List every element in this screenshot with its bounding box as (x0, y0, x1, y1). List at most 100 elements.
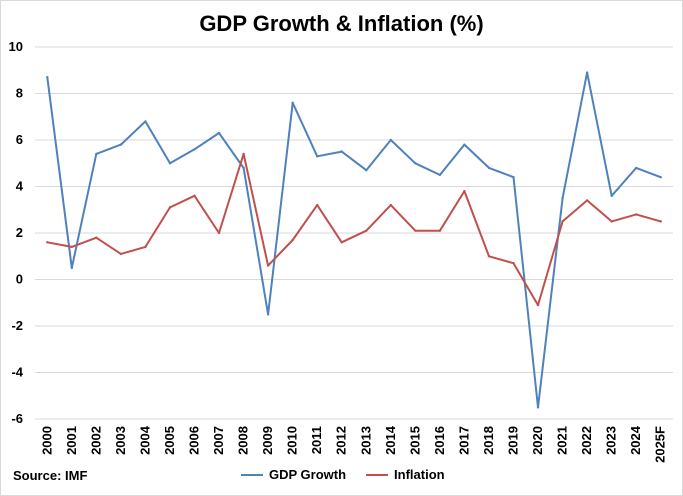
data-point (659, 220, 662, 223)
data-point (659, 176, 662, 179)
legend-item: Inflation (366, 467, 445, 482)
y-tick-label: -2 (11, 318, 23, 333)
x-tick-label: 2010 (285, 426, 300, 455)
x-tick-label: 2007 (211, 426, 226, 455)
x-tick-label: 2012 (334, 426, 349, 455)
data-point (168, 206, 172, 209)
data-point (585, 199, 589, 202)
legend-item: GDP Growth (241, 467, 346, 482)
data-point (414, 229, 417, 232)
data-point (217, 131, 221, 135)
data-point (585, 71, 589, 74)
data-point (266, 264, 270, 267)
data-point (119, 143, 123, 146)
data-point (634, 213, 638, 216)
x-tick-label: 2019 (506, 426, 521, 455)
data-point (70, 266, 74, 270)
series-line-gdp-growth (46, 71, 662, 409)
data-point (340, 241, 343, 244)
x-tick-label: 2017 (456, 426, 471, 455)
chart-legend: GDP Growth Inflation (241, 467, 445, 482)
data-point (536, 406, 540, 409)
data-point (561, 220, 564, 223)
data-point (463, 143, 466, 146)
x-tick-label: 2023 (604, 426, 619, 455)
x-tick-label: 2006 (187, 426, 202, 455)
data-point (291, 101, 294, 105)
x-tick-label: 2013 (358, 426, 373, 455)
data-point (95, 236, 98, 239)
data-point (70, 245, 74, 249)
x-tick-label: 2002 (88, 426, 103, 455)
data-point (315, 203, 319, 207)
x-tick-label: 2015 (407, 426, 422, 455)
x-tick-label: 2011 (309, 426, 324, 454)
y-tick-label: -6 (11, 411, 23, 426)
data-point (119, 252, 123, 256)
data-point (144, 245, 147, 249)
data-point (46, 241, 49, 244)
x-tick-label: 2018 (481, 426, 496, 455)
x-tick-label: 2014 (383, 425, 398, 455)
data-point (217, 231, 221, 235)
y-tick-label: -4 (11, 365, 23, 380)
data-point (315, 155, 319, 158)
x-tick-label: 2005 (162, 426, 177, 455)
x-tick-label: 2004 (137, 425, 152, 455)
data-point (242, 166, 245, 170)
y-tick-label: 8 (16, 86, 23, 101)
data-point (340, 150, 343, 153)
data-point (512, 262, 515, 265)
legend-label: GDP Growth (269, 467, 347, 482)
y-tick-label: 0 (16, 272, 23, 287)
data-point (487, 255, 491, 258)
x-tick-label: 2001 (64, 426, 79, 455)
data-point (610, 220, 613, 223)
x-tick-label: 2021 (555, 426, 570, 455)
data-point (95, 152, 98, 156)
data-point (193, 148, 196, 151)
x-tick-label: 2022 (579, 426, 594, 455)
data-point (168, 162, 172, 165)
x-tick-label: 2020 (530, 426, 545, 455)
series-line-inflation (47, 152, 661, 307)
y-tick-label: 4 (16, 179, 24, 194)
x-tick-label: 2024 (628, 425, 643, 455)
data-point (266, 313, 270, 316)
data-point (536, 303, 540, 307)
data-point (438, 229, 442, 232)
x-tick-label: 2009 (260, 426, 275, 455)
x-tick-label: 2008 (236, 426, 251, 455)
x-tick-label: 2000 (39, 426, 54, 455)
data-point (291, 238, 294, 242)
data-point (438, 173, 442, 177)
data-point (610, 194, 613, 197)
data-point (144, 120, 147, 123)
data-point (634, 166, 638, 170)
x-tick-label: 2003 (113, 426, 128, 455)
data-point (46, 76, 49, 79)
data-point (487, 166, 491, 170)
y-tick-label: 2 (16, 225, 23, 240)
chart-title: GDP Growth & Inflation (%) (199, 11, 484, 36)
legend-swatch (241, 473, 263, 476)
data-point (365, 229, 368, 232)
data-point (242, 152, 245, 156)
legend-swatch (366, 473, 389, 476)
data-point (389, 203, 393, 207)
x-tick-label: 2025F (653, 426, 668, 463)
data-point (365, 169, 368, 172)
source-note: Source: IMF (13, 468, 88, 483)
data-point (414, 162, 417, 165)
data-point (561, 196, 564, 200)
data-point (193, 194, 196, 197)
y-tick-label: 10 (9, 39, 23, 54)
legend-label: Inflation (394, 467, 445, 482)
x-tick-label: 2016 (432, 426, 447, 455)
data-point (389, 138, 393, 142)
data-point (463, 189, 466, 193)
y-tick-label: 6 (16, 132, 23, 147)
data-point (512, 176, 515, 179)
